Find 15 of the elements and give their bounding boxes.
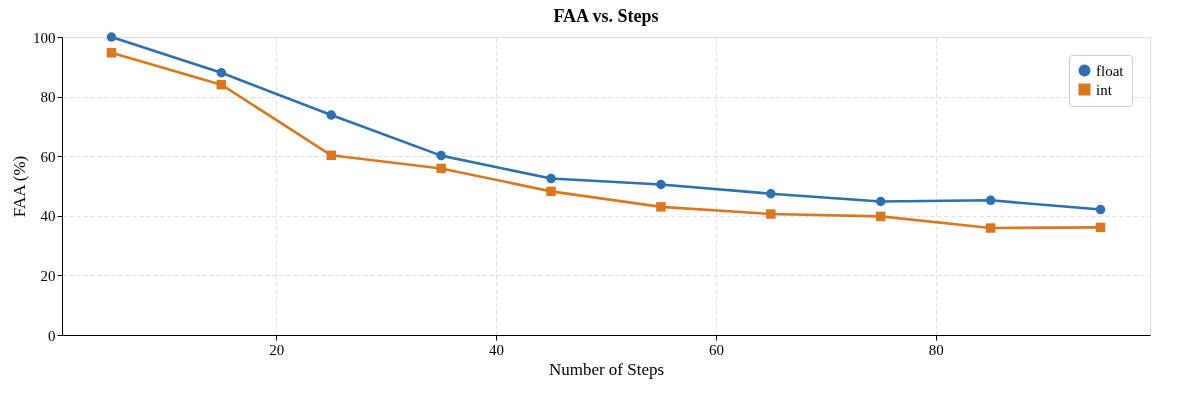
y-tick-label: 20 — [40, 267, 56, 284]
x-tick-label: 40 — [489, 341, 505, 358]
x-axis-title: Number of Steps — [548, 359, 665, 379]
chart-title: FAA vs. Steps — [553, 6, 659, 26]
legend-label: int — [1096, 81, 1113, 98]
y-axis-title: FAA (%) — [10, 155, 29, 218]
y-tick-label: 100 — [33, 29, 56, 46]
y-tick-label: 60 — [40, 148, 56, 165]
y-tick-label: 0 — [48, 327, 56, 344]
y-tick-label: 80 — [40, 89, 56, 106]
x-tick-label: 20 — [269, 341, 285, 358]
x-tick-label: 80 — [928, 341, 944, 358]
x-tick-label: 60 — [708, 341, 724, 358]
y-tick-label: 40 — [40, 208, 56, 225]
legend-label: float — [1096, 62, 1125, 79]
